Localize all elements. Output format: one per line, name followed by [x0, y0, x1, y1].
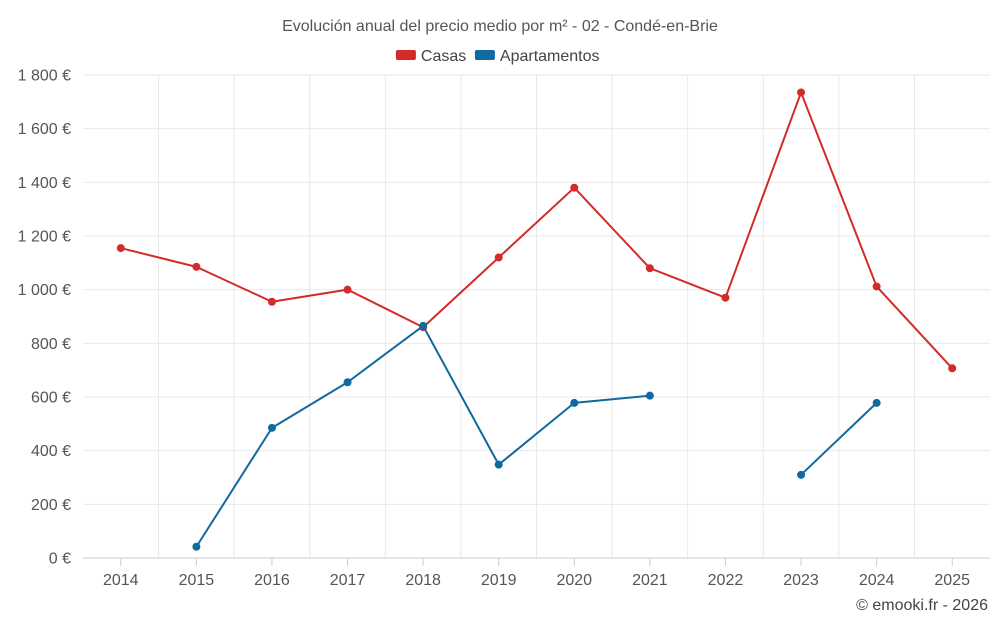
y-tick-label: 800 €	[31, 336, 71, 353]
legend-label-apartamentos: Apartamentos	[500, 48, 600, 65]
data-point-casas	[570, 183, 579, 192]
x-tick-label: 2018	[405, 572, 441, 589]
credit-text: © emooki.fr - 2026	[856, 597, 988, 614]
data-point-casas	[645, 264, 654, 273]
data-point-apartamentos	[645, 391, 654, 400]
y-tick-label: 200 €	[31, 497, 71, 514]
x-tick-label: 2017	[330, 572, 366, 589]
series-group	[116, 88, 957, 551]
x-tick-label: 2016	[254, 572, 290, 589]
y-tick-label: 1 600 €	[18, 121, 71, 138]
data-point-casas	[494, 253, 503, 262]
data-point-casas	[116, 244, 125, 253]
x-tick-label: 2025	[934, 572, 970, 589]
data-point-casas	[948, 364, 957, 373]
x-tick-label: 2015	[179, 572, 215, 589]
data-point-apartamentos	[872, 398, 881, 407]
x-axis: 2014 2015 2016 2017 2018 2019 2020 2021 2022 2023…	[83, 557, 990, 589]
y-tick-label: 1 800 €	[18, 68, 71, 85]
y-tick-label: 1 400 €	[18, 175, 71, 192]
grid-lines	[83, 74, 990, 558]
series-line-apartamentos	[195, 324, 650, 548]
data-point-casas	[192, 262, 201, 271]
data-point-apartamentos	[267, 423, 276, 432]
series-line-apartamentos	[800, 402, 878, 476]
data-point-apartamentos	[494, 460, 503, 469]
y-tick-label: 400 €	[31, 443, 71, 460]
y-tick-label: 1 000 €	[18, 282, 71, 299]
data-point-apartamentos	[419, 321, 428, 330]
y-tick-label: 1 200 €	[18, 229, 71, 246]
x-tick-label: 2024	[859, 572, 895, 589]
y-tick-label: 600 €	[31, 390, 71, 407]
data-point-casas	[797, 88, 806, 97]
y-axis: 0 € 200 € 400 € 600 € 800 € 1 000 € 1 200 € 1 4…	[18, 68, 71, 568]
legend-swatch-casas	[395, 50, 416, 60]
x-tick-label: 2022	[708, 572, 744, 589]
data-point-casas	[343, 285, 352, 294]
data-point-casas	[721, 293, 730, 302]
x-tick-label: 2021	[632, 572, 668, 589]
chart-title: Evolución anual del precio medio por m² …	[282, 18, 718, 35]
data-point-apartamentos	[570, 398, 579, 407]
data-point-casas	[267, 297, 276, 306]
data-point-apartamentos	[797, 470, 806, 479]
series-line-casas	[120, 91, 953, 369]
x-tick-label: 2014	[103, 572, 139, 589]
x-tick-label: 2019	[481, 572, 517, 589]
data-point-apartamentos	[192, 542, 201, 551]
x-tick-label: 2023	[783, 572, 819, 589]
data-point-apartamentos	[343, 378, 352, 387]
legend-swatch-apartamentos	[474, 50, 495, 60]
legend-label-casas: Casas	[421, 48, 466, 65]
x-tick-label: 2020	[556, 572, 592, 589]
chart-legend: Casas Apartamentos	[395, 48, 600, 65]
data-point-casas	[872, 282, 881, 291]
y-tick-label: 0 €	[49, 551, 71, 568]
